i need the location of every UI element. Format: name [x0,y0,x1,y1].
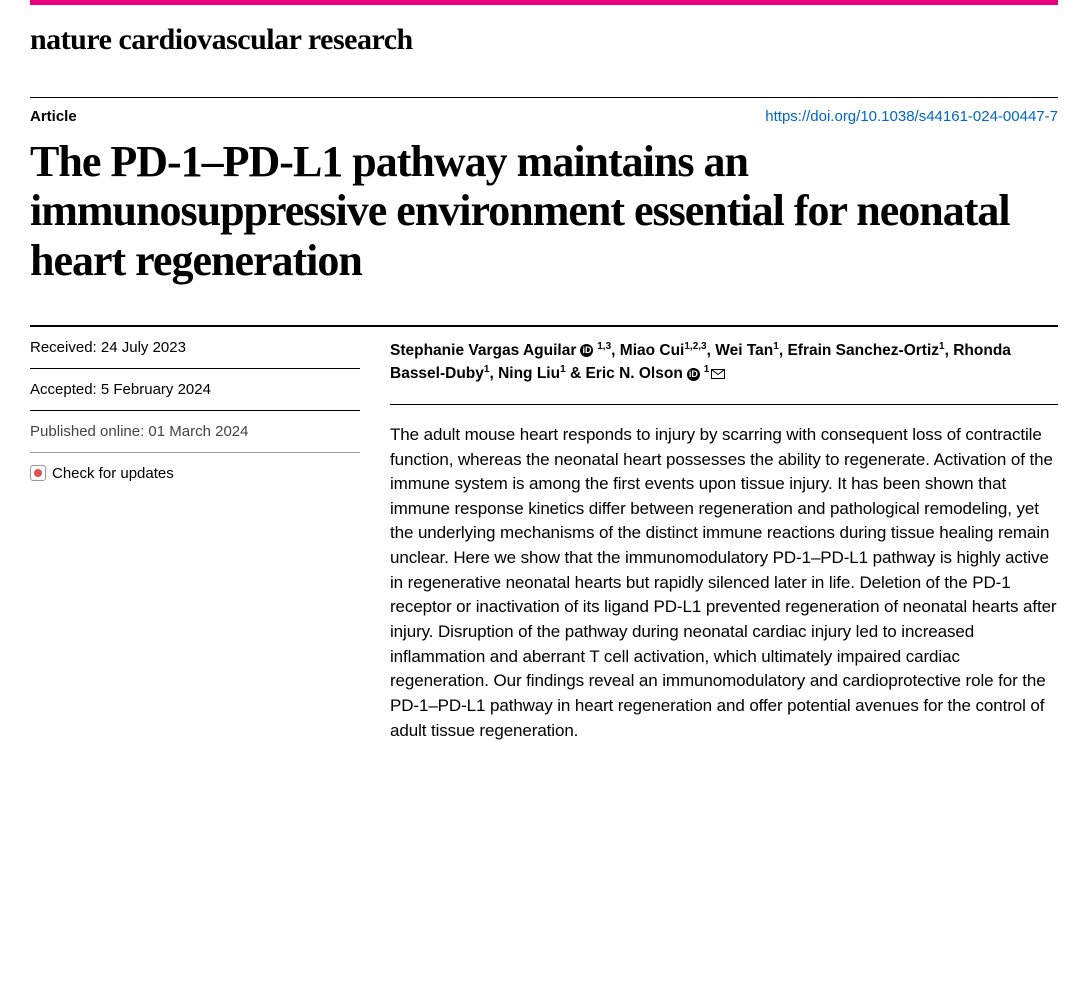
accent-rule [30,0,1058,5]
check-updates-button[interactable]: Check for updates [30,453,360,494]
author-affiliation: 1,3 [594,341,611,352]
author-affiliation: 1 [560,364,566,375]
published-date: Published online: 01 March 2024 [30,411,360,453]
article-title: The PD-1–PD-L1 pathway maintains an immu… [30,137,1058,285]
orcid-icon[interactable]: iD [687,368,700,381]
doi-link[interactable]: https://doi.org/10.1038/s44161-024-00447… [765,108,1058,125]
author-name: Efrain Sanchez-Ortiz [787,342,939,359]
content-area: Received: 24 July 2023 Accepted: 5 Febru… [30,327,1058,743]
author-affiliation: 1 [939,341,945,352]
author-name: Miao Cui [620,342,685,359]
meta-sidebar: Received: 24 July 2023 Accepted: 5 Febru… [30,327,360,743]
main-column: Stephanie Vargas Aguilar iD 1,3, Miao Cu… [360,327,1058,743]
author-affiliation: 1 [701,364,709,375]
author-name: Wei Tan [715,342,773,359]
received-date: Received: 24 July 2023 [30,327,360,369]
meta-row: Article https://doi.org/10.1038/s44161-0… [30,108,1058,125]
author-affiliation: 1,2,3 [684,341,706,352]
accepted-date: Accepted: 5 February 2024 [30,369,360,411]
abstract: The adult mouse heart responds to injury… [390,405,1058,743]
journal-name: nature cardiovascular research [30,23,1058,57]
author-affiliation: 1 [484,364,490,375]
author-name: Ning Liu [498,365,560,382]
updates-label: Check for updates [52,465,174,482]
author-name: Eric N. Olson [585,365,682,382]
orcid-icon[interactable]: iD [580,344,593,357]
divider [30,97,1058,98]
author-list: Stephanie Vargas Aguilar iD 1,3, Miao Cu… [390,327,1058,405]
article-type: Article [30,108,77,125]
mail-icon[interactable] [711,363,725,386]
author-affiliation: 1 [773,341,779,352]
updates-icon [30,465,46,481]
author-name: Stephanie Vargas Aguilar [390,342,576,359]
